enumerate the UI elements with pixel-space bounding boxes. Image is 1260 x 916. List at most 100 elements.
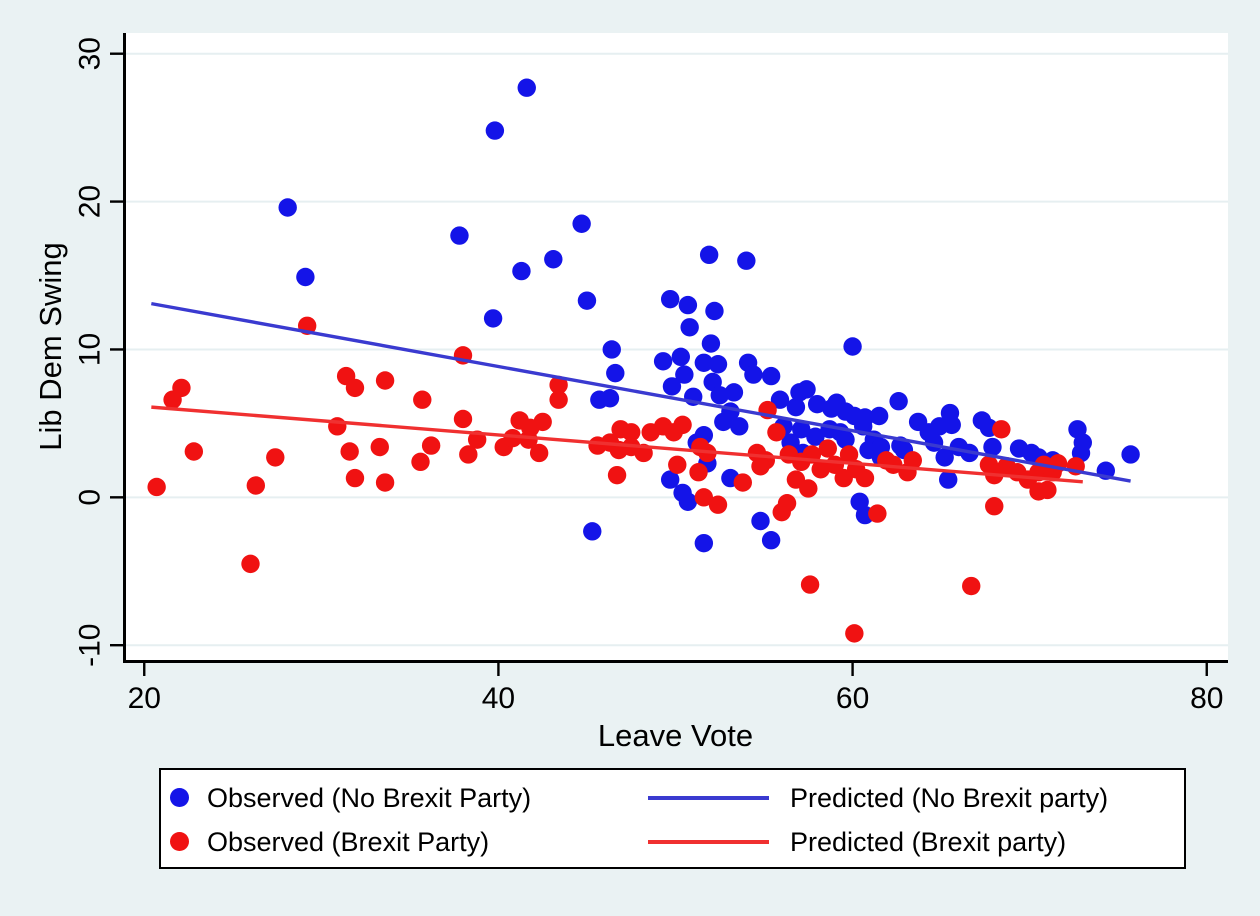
scatter-point: [413, 390, 432, 409]
scatter-point: [278, 198, 297, 217]
scatter-point: [1038, 480, 1057, 500]
scatter-point: [459, 445, 478, 464]
y-tick-label: -10: [74, 624, 107, 667]
scatter-point: [839, 445, 859, 464]
legend-marker-observed-brexit-party: [170, 832, 189, 851]
legend-label-predicted-brexit-party: Predicted (Brexit party): [790, 827, 1067, 857]
scatter-point: [485, 121, 505, 140]
scatter-point: [662, 377, 682, 396]
scatter-point: [942, 415, 961, 435]
scatter-point: [714, 412, 733, 432]
scatter-point: [241, 554, 260, 574]
scatter-point: [653, 352, 673, 371]
scatter-point: [843, 337, 862, 356]
scatter-point: [549, 375, 568, 395]
scatter-point: [517, 78, 536, 97]
scatter-point: [694, 488, 714, 507]
scatter-point: [529, 443, 549, 463]
scatter-point: [806, 427, 825, 446]
scatter-point: [836, 430, 855, 449]
scatter-point: [992, 420, 1011, 439]
scatter-point: [761, 531, 781, 550]
scatter-point: [421, 436, 441, 455]
scatter-point: [544, 250, 563, 269]
legend-marker-observed-no-brexit-party: [170, 788, 189, 807]
scatter-point: [678, 295, 698, 315]
scatter-point: [761, 366, 781, 386]
scatter-point: [606, 363, 625, 383]
scatter-point: [345, 378, 365, 398]
scatter-point: [549, 390, 568, 409]
x-axis-title: Leave Vote: [598, 718, 753, 753]
scatter-point: [602, 340, 621, 359]
scatter-point: [678, 492, 698, 511]
scatter-point: [733, 473, 752, 492]
scatter-point: [792, 420, 811, 439]
legend-label-observed-brexit-party: Observed (Brexit Party): [207, 827, 490, 857]
scatter-point: [671, 347, 691, 367]
trend-line: [151, 405, 1083, 484]
scatter-point: [266, 448, 285, 467]
scatter-point: [503, 428, 522, 448]
scatter-point: [147, 477, 166, 497]
scatter-point: [799, 479, 818, 498]
scatter-point: [730, 417, 749, 436]
scatter-point: [884, 455, 903, 475]
scatter-point: [453, 409, 473, 429]
scatter-point: [770, 390, 790, 409]
scatter-point: [903, 451, 922, 470]
legend-box: Observed (No Brexit Party) Predicted (No…: [159, 768, 1186, 869]
scatter-point: [483, 309, 503, 328]
scatter-point: [340, 442, 359, 461]
scatter-point: [797, 380, 816, 399]
scatter-point: [889, 392, 908, 411]
scatter-point: [622, 423, 641, 442]
scatter-point: [375, 371, 395, 390]
scatter-point: [680, 318, 699, 337]
scatter-point: [370, 437, 389, 457]
scatter-point: [705, 301, 724, 321]
scatter-point: [751, 457, 770, 476]
scatter-point: [533, 412, 552, 432]
scatter-point: [689, 462, 708, 482]
scatter-point: [600, 389, 620, 408]
scatter-point: [786, 397, 806, 417]
legend-label-predicted-no-brexit-party: Predicted (No Brexit party): [790, 783, 1109, 813]
scatter-point: [724, 383, 744, 402]
legend-label-observed-no-brexit-party: Observed (No Brexit Party): [207, 783, 532, 813]
scatter-point: [675, 365, 694, 384]
scatter-point: [983, 437, 1002, 457]
scatter-point: [855, 468, 875, 488]
scatter-point: [701, 334, 721, 353]
scatter-point: [246, 476, 266, 495]
scatter-point: [985, 497, 1004, 516]
scatter-point: [737, 251, 756, 270]
scatter-point: [1121, 445, 1140, 464]
scatter-point: [660, 470, 680, 489]
scatter-point: [850, 492, 869, 511]
y-tick-label: 0: [74, 489, 107, 506]
legend-marker-predicted-no-brexit-party: [648, 796, 769, 800]
scatter-point: [577, 291, 597, 310]
scatter-point: [184, 442, 204, 461]
scatter-point: [845, 624, 864, 643]
scatter-point: [777, 494, 797, 513]
scatter-point: [607, 465, 627, 485]
scatter-point: [800, 575, 820, 594]
scatter-point: [296, 267, 315, 287]
scatter-point: [708, 355, 728, 374]
scatter-point: [708, 495, 728, 514]
scatter-point: [668, 455, 687, 475]
scatter-point: [868, 504, 887, 523]
scatter-point: [807, 394, 827, 414]
scatter-point: [710, 386, 729, 405]
scatter-point: [939, 470, 958, 489]
y-tick-label: 30: [74, 37, 107, 70]
scatter-point: [411, 452, 430, 472]
scatter-point: [691, 437, 710, 457]
scatter-point: [512, 261, 531, 281]
x-tick-label: 60: [836, 682, 869, 715]
y-tick-label: 10: [74, 333, 107, 366]
